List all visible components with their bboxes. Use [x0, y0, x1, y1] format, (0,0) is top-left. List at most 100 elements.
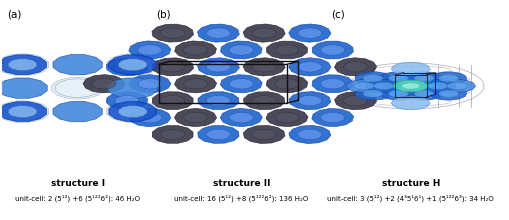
Polygon shape	[229, 45, 253, 55]
Polygon shape	[0, 54, 49, 76]
Polygon shape	[152, 58, 193, 76]
Polygon shape	[265, 108, 307, 127]
Text: structure II: structure II	[212, 179, 269, 188]
Polygon shape	[129, 41, 171, 59]
Polygon shape	[0, 55, 46, 75]
Polygon shape	[380, 72, 416, 85]
Polygon shape	[243, 92, 285, 110]
Polygon shape	[387, 75, 408, 82]
Polygon shape	[266, 41, 307, 59]
Polygon shape	[312, 41, 353, 59]
Polygon shape	[251, 95, 275, 106]
Polygon shape	[380, 87, 416, 100]
Polygon shape	[334, 58, 376, 76]
Polygon shape	[274, 79, 298, 89]
Polygon shape	[413, 75, 434, 82]
Text: unit-cell: 16 (5¹²) +8 (5¹²²6²): 136 H₂O: unit-cell: 16 (5¹²) +8 (5¹²²6²): 136 H₂O	[174, 194, 308, 202]
Polygon shape	[106, 58, 147, 76]
Polygon shape	[343, 95, 367, 106]
Polygon shape	[401, 83, 419, 89]
Polygon shape	[197, 92, 238, 110]
Polygon shape	[334, 92, 376, 110]
Polygon shape	[197, 24, 239, 42]
Polygon shape	[115, 95, 138, 106]
Polygon shape	[53, 55, 102, 75]
Polygon shape	[160, 95, 184, 106]
Polygon shape	[51, 77, 104, 99]
Polygon shape	[206, 129, 230, 139]
Polygon shape	[106, 54, 159, 76]
Polygon shape	[354, 72, 390, 85]
Polygon shape	[405, 87, 441, 100]
Polygon shape	[365, 79, 401, 92]
Polygon shape	[320, 79, 344, 89]
Polygon shape	[206, 62, 230, 72]
Polygon shape	[8, 106, 37, 117]
Polygon shape	[243, 24, 285, 42]
Polygon shape	[128, 75, 171, 93]
Polygon shape	[297, 62, 321, 72]
Polygon shape	[92, 79, 116, 89]
Polygon shape	[161, 129, 184, 139]
Polygon shape	[137, 45, 162, 55]
Polygon shape	[106, 101, 159, 123]
Polygon shape	[438, 79, 474, 92]
Polygon shape	[346, 80, 381, 92]
Polygon shape	[288, 125, 330, 143]
Polygon shape	[362, 90, 382, 97]
Polygon shape	[405, 72, 441, 85]
Polygon shape	[289, 92, 330, 110]
Polygon shape	[160, 62, 184, 72]
Polygon shape	[390, 62, 430, 76]
Polygon shape	[357, 75, 398, 93]
Polygon shape	[152, 126, 193, 143]
Polygon shape	[430, 72, 466, 85]
Polygon shape	[362, 75, 382, 82]
Polygon shape	[118, 59, 147, 71]
Polygon shape	[354, 87, 390, 100]
Polygon shape	[446, 82, 466, 90]
Polygon shape	[288, 24, 330, 42]
Polygon shape	[430, 87, 466, 100]
Polygon shape	[393, 80, 427, 92]
Polygon shape	[274, 45, 298, 55]
Polygon shape	[251, 129, 275, 140]
Polygon shape	[297, 129, 321, 140]
Polygon shape	[274, 112, 299, 123]
Polygon shape	[354, 82, 374, 90]
Text: (b): (b)	[155, 9, 170, 19]
Polygon shape	[243, 58, 285, 76]
Polygon shape	[137, 112, 162, 123]
Polygon shape	[427, 82, 447, 90]
Polygon shape	[183, 45, 207, 55]
Polygon shape	[251, 62, 276, 72]
Polygon shape	[438, 75, 458, 82]
Polygon shape	[413, 90, 434, 97]
Polygon shape	[297, 28, 321, 38]
Polygon shape	[438, 90, 458, 97]
Polygon shape	[251, 28, 276, 38]
Polygon shape	[115, 62, 138, 72]
Text: (a): (a)	[7, 9, 21, 19]
Polygon shape	[53, 101, 102, 122]
Polygon shape	[128, 108, 171, 127]
Polygon shape	[243, 125, 285, 143]
Polygon shape	[0, 101, 49, 123]
Polygon shape	[0, 102, 46, 121]
Text: (c): (c)	[331, 9, 345, 19]
Polygon shape	[320, 45, 344, 55]
Polygon shape	[8, 59, 37, 71]
Polygon shape	[373, 82, 393, 90]
Polygon shape	[220, 108, 262, 127]
Polygon shape	[183, 79, 207, 89]
Polygon shape	[152, 24, 193, 42]
Polygon shape	[0, 78, 47, 98]
Polygon shape	[183, 112, 207, 123]
Polygon shape	[118, 106, 147, 117]
Polygon shape	[197, 125, 239, 143]
Bar	[159, 64, 287, 103]
Polygon shape	[137, 79, 162, 89]
Polygon shape	[266, 75, 307, 93]
Polygon shape	[366, 79, 389, 89]
Polygon shape	[229, 112, 253, 123]
